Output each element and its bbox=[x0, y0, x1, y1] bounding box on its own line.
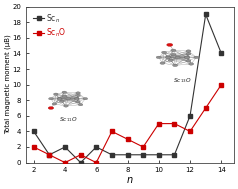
Circle shape bbox=[168, 59, 173, 62]
Circle shape bbox=[76, 101, 80, 103]
Circle shape bbox=[60, 100, 64, 102]
Circle shape bbox=[52, 103, 57, 105]
Circle shape bbox=[76, 92, 80, 94]
Circle shape bbox=[74, 98, 79, 100]
Circle shape bbox=[175, 56, 180, 59]
Circle shape bbox=[184, 56, 189, 58]
Y-axis label: Total magnetic moment (μB): Total magnetic moment (μB) bbox=[4, 35, 11, 135]
Circle shape bbox=[76, 94, 80, 97]
Circle shape bbox=[57, 97, 62, 99]
Circle shape bbox=[66, 98, 70, 100]
Circle shape bbox=[48, 107, 54, 109]
Circle shape bbox=[162, 51, 167, 54]
Circle shape bbox=[166, 57, 171, 59]
Circle shape bbox=[156, 56, 161, 59]
Circle shape bbox=[64, 105, 68, 107]
Circle shape bbox=[54, 93, 58, 95]
Circle shape bbox=[83, 98, 88, 100]
Circle shape bbox=[186, 50, 191, 52]
X-axis label: n: n bbox=[127, 175, 133, 185]
Circle shape bbox=[171, 53, 176, 56]
Circle shape bbox=[57, 98, 62, 100]
Circle shape bbox=[166, 56, 171, 58]
Circle shape bbox=[62, 95, 67, 97]
Circle shape bbox=[186, 53, 191, 55]
Circle shape bbox=[74, 97, 79, 99]
Circle shape bbox=[173, 64, 178, 67]
Circle shape bbox=[167, 43, 173, 46]
Circle shape bbox=[49, 98, 53, 100]
Circle shape bbox=[189, 63, 194, 65]
Circle shape bbox=[78, 104, 83, 106]
Circle shape bbox=[160, 62, 165, 64]
Circle shape bbox=[186, 60, 191, 62]
Circle shape bbox=[171, 49, 176, 52]
Circle shape bbox=[184, 57, 189, 59]
Text: Sc$_{13}$O: Sc$_{13}$O bbox=[173, 76, 192, 85]
Text: Sc$_{11}$O: Sc$_{11}$O bbox=[59, 115, 78, 124]
Circle shape bbox=[194, 56, 199, 59]
Circle shape bbox=[62, 91, 67, 93]
Legend: Sc$_n$, Sc$_n$O: Sc$_n$, Sc$_n$O bbox=[32, 10, 68, 41]
